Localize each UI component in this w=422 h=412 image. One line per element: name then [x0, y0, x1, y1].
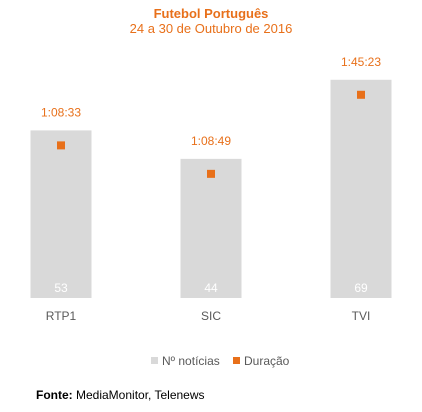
legend-swatch-noticias: [151, 357, 158, 364]
bar-tvi: [330, 79, 392, 298]
category-label: TVI: [352, 309, 371, 323]
duration-label: 1:45:23: [341, 55, 381, 69]
duration-label: 1:08:33: [41, 105, 81, 119]
source-note: Fonte: MediaMonitor, Telenews: [36, 388, 205, 402]
duration-marker: [207, 169, 215, 178]
chart-subtitle: 24 a 30 de Outubro de 2016: [130, 21, 293, 36]
bar-value-label: 69: [354, 281, 368, 295]
bar-value-label: 44: [204, 281, 218, 295]
source-label: Fonte:: [36, 388, 73, 402]
source-text: MediaMonitor, Telenews: [76, 388, 205, 402]
bar-rtp1: [30, 130, 92, 298]
duration-marker: [357, 90, 365, 99]
chart-title: Futebol Português: [154, 6, 269, 21]
bar-sic: [180, 158, 242, 298]
chart: Futebol Português 24 a 30 de Outubro de …: [30, 6, 392, 368]
bar-value-label: 53: [54, 281, 68, 295]
legend-label-duracao: Duração: [244, 354, 290, 368]
legend-label-noticias: Nº notícias: [162, 354, 220, 368]
duration-label: 1:08:49: [191, 134, 231, 148]
duration-marker: [57, 141, 65, 150]
category-label: SIC: [201, 309, 221, 323]
bars-group: 53 RTP1 1:08:33 44 SIC 1:08:49 69 TVI 1:45:23: [30, 55, 392, 323]
category-label: RTP1: [46, 309, 77, 323]
legend: Nº notícias Duração: [151, 354, 290, 368]
legend-swatch-duracao: [233, 357, 240, 364]
